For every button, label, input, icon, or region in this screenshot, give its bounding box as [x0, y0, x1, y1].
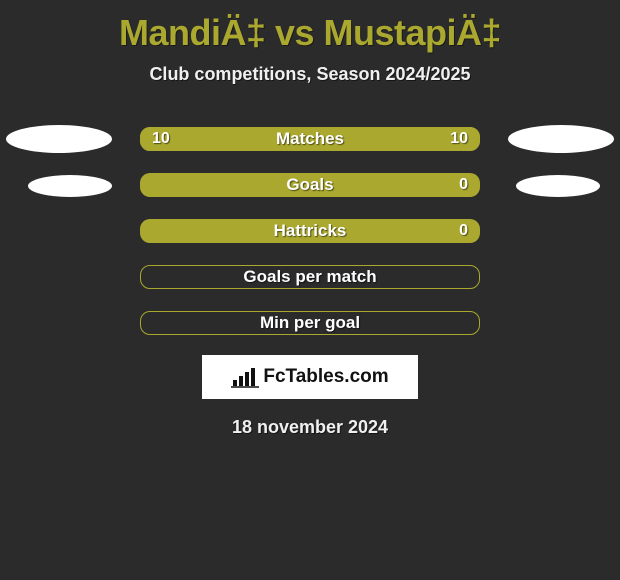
- stat-row-min-per-goal: Min per goal: [0, 297, 620, 343]
- stat-row-hattricks: Hattricks 0: [0, 205, 620, 251]
- stat-label: Hattricks: [140, 219, 480, 243]
- brand-text: FcTables.com: [263, 366, 388, 388]
- stat-label: Goals: [140, 173, 480, 197]
- stat-label: Matches: [140, 127, 480, 151]
- stat-row-goals-per-match: Goals per match: [0, 251, 620, 297]
- player-right-marker: [508, 125, 614, 153]
- bar-chart-icon: [231, 366, 259, 388]
- stat-value-right: 0: [459, 219, 468, 243]
- player-left-marker: [6, 125, 112, 153]
- stat-row-matches: 10 Matches 10: [0, 113, 620, 159]
- stat-value-right: 10: [450, 127, 468, 151]
- stat-label: Min per goal: [140, 311, 480, 335]
- stat-row-goals: Goals 0: [0, 159, 620, 205]
- player-left-marker: [28, 175, 112, 197]
- page-title: MandiÄ‡ vs MustapiÄ‡: [0, 0, 620, 54]
- brand-box: FcTables.com: [202, 355, 418, 399]
- stat-label: Goals per match: [140, 265, 480, 289]
- date-text: 18 november 2024: [0, 417, 620, 438]
- stat-value-right: 0: [459, 173, 468, 197]
- bar-min-per-goal: Min per goal: [140, 311, 480, 335]
- page-subtitle: Club competitions, Season 2024/2025: [0, 64, 620, 85]
- stats-rows: 10 Matches 10 Goals 0 Hattricks 0 Goals …: [0, 113, 620, 343]
- bar-goals-per-match: Goals per match: [140, 265, 480, 289]
- bar-matches: 10 Matches 10: [140, 127, 480, 151]
- bar-goals: Goals 0: [140, 173, 480, 197]
- bar-hattricks: Hattricks 0: [140, 219, 480, 243]
- player-right-marker: [516, 175, 600, 197]
